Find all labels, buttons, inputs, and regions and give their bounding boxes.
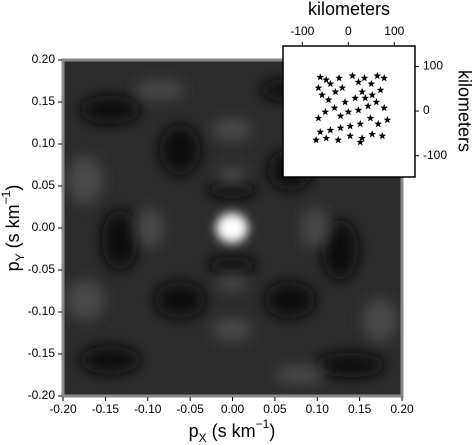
y-tick-label: 0.05 <box>32 178 56 192</box>
x-axis-label-part: ) <box>269 421 275 441</box>
station-marker <box>354 106 363 114</box>
x-axis-label-part: (s km <box>207 421 256 441</box>
station-marker <box>321 107 330 116</box>
x-tick-label: -0.20 <box>49 402 77 416</box>
station-marker <box>373 71 382 80</box>
y-axis-label-part: −1 <box>0 190 13 204</box>
station-marker <box>344 107 353 116</box>
station-marker <box>312 136 320 144</box>
station-marker <box>324 95 333 104</box>
x-tick-label: 0.00 <box>221 402 245 416</box>
station-marker <box>335 74 343 82</box>
station-marker <box>361 94 370 102</box>
station-marker <box>383 115 392 124</box>
y-tick-label: -0.10 <box>28 304 56 318</box>
station-marker <box>331 87 340 96</box>
station-marker <box>336 111 345 120</box>
x-axis-label-part: −1 <box>256 417 270 431</box>
station-marker <box>374 119 383 128</box>
station-marker <box>356 119 365 128</box>
station-marker <box>376 86 385 94</box>
station-marker <box>364 102 372 110</box>
station-marker <box>338 83 347 92</box>
station-marker <box>322 134 331 142</box>
station-marker <box>354 78 363 86</box>
inset-y-tick-label: 100 <box>423 59 443 73</box>
y-axis-label-part: p <box>3 261 23 271</box>
inset-x-axis-label: kilometers <box>308 0 390 19</box>
station-marker <box>356 138 365 146</box>
y-axis-label-part: (s km <box>3 204 23 253</box>
station-marker <box>346 122 354 130</box>
station-marker <box>366 114 375 122</box>
y-tick-label: 0.10 <box>32 136 56 150</box>
inset-x-tick-label: -100 <box>290 24 314 38</box>
y-tick-label: -0.20 <box>28 388 56 402</box>
y-tick-label: -0.05 <box>28 262 56 276</box>
x-tick-label: -0.10 <box>134 402 162 416</box>
inset-x-tick-label: 100 <box>384 24 404 38</box>
x-tick-label: 0.10 <box>306 402 330 416</box>
station-marker <box>326 126 335 134</box>
y-tick-label: 0.15 <box>32 94 56 108</box>
plot-frame <box>61 58 404 398</box>
inset-y-axis-label: kilometers <box>454 70 474 152</box>
station-marker <box>372 98 381 106</box>
station-marker <box>378 132 387 140</box>
station-marker <box>326 79 335 88</box>
y-tick-label: 0.00 <box>32 220 56 234</box>
station-marker <box>341 98 349 106</box>
station-marker <box>330 103 339 112</box>
station-marker <box>346 132 354 140</box>
station-marker <box>368 130 377 138</box>
y-axis-label: pY (s km−1) <box>0 185 27 272</box>
x-tick-label: 0.05 <box>263 402 287 416</box>
inset-y-tick-label: -100 <box>423 148 447 162</box>
station-marker <box>358 134 366 142</box>
station-marker <box>316 128 325 136</box>
station-marker <box>368 91 377 99</box>
x-axis-label-part: X <box>199 431 207 445</box>
station-marker <box>336 123 345 132</box>
x-tick-label: 0.15 <box>348 402 372 416</box>
x-tick-label: -0.05 <box>176 402 204 416</box>
y-tick-label: 0.20 <box>32 52 56 66</box>
station-marker <box>316 73 325 81</box>
inset-y-tick-label: 0 <box>423 103 430 117</box>
station-marker <box>360 74 369 82</box>
y-axis-label-part: Y <box>13 253 27 261</box>
station-marker <box>358 87 366 96</box>
x-axis-label: pX (s km−1) <box>189 417 276 445</box>
x-tick-label: 0.20 <box>390 402 414 416</box>
y-axis-label-part: ) <box>3 185 23 191</box>
station-marker <box>322 75 331 84</box>
y-tick-label: -0.15 <box>28 346 56 360</box>
station-marker <box>380 103 388 112</box>
x-tick-label: -0.15 <box>92 402 120 416</box>
station-marker <box>314 83 323 92</box>
station-marker <box>318 91 326 99</box>
station-marker <box>367 79 376 88</box>
inset-x-tick-label: 0 <box>345 24 352 38</box>
station-marker <box>348 71 357 80</box>
x-axis-label-part: p <box>189 421 199 441</box>
station-marker <box>334 136 342 144</box>
station-marker <box>351 94 360 102</box>
station-marker <box>314 114 323 122</box>
station-marker <box>380 74 388 82</box>
